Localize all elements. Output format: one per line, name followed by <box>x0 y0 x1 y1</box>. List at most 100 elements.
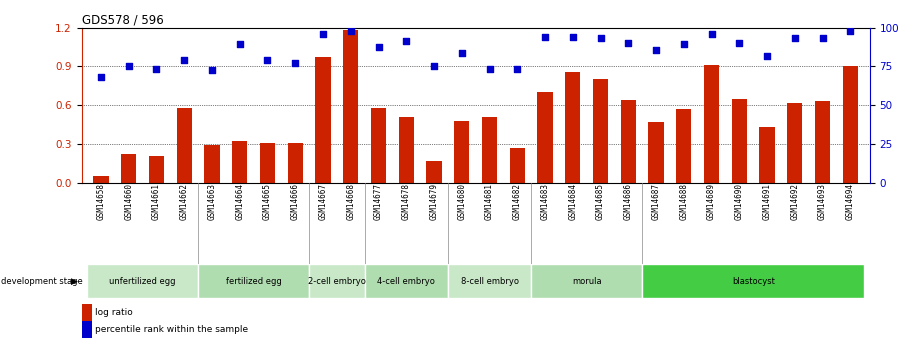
Point <box>510 66 525 72</box>
Text: GSM14688: GSM14688 <box>680 183 689 220</box>
Point <box>121 63 136 69</box>
Text: GSM14681: GSM14681 <box>485 183 494 220</box>
Bar <box>93 176 109 183</box>
Text: GSM14694: GSM14694 <box>846 183 855 220</box>
Point <box>233 42 247 47</box>
Bar <box>260 143 275 183</box>
Text: morula: morula <box>572 277 602 286</box>
Text: unfertilized egg: unfertilized egg <box>110 277 176 286</box>
Point <box>704 31 718 37</box>
Text: GSM14660: GSM14660 <box>124 183 133 220</box>
Bar <box>676 109 691 183</box>
Text: GSM14687: GSM14687 <box>651 183 660 220</box>
Text: blastocyst: blastocyst <box>732 277 775 286</box>
Text: GSM14686: GSM14686 <box>624 183 632 220</box>
Text: GSM14664: GSM14664 <box>236 183 245 220</box>
Bar <box>205 145 219 183</box>
Text: ▶: ▶ <box>71 277 78 286</box>
Bar <box>510 148 525 183</box>
Bar <box>814 101 830 183</box>
Point <box>565 34 580 39</box>
Point <box>787 35 802 41</box>
Point <box>760 53 775 59</box>
Text: GSM14662: GSM14662 <box>179 183 188 220</box>
Text: GSM14682: GSM14682 <box>513 183 522 220</box>
Point <box>843 29 858 34</box>
Bar <box>531 264 642 298</box>
Point <box>93 74 108 80</box>
Bar <box>87 264 198 298</box>
Text: GSM14684: GSM14684 <box>568 183 577 220</box>
Bar <box>454 121 469 183</box>
Bar <box>759 127 775 183</box>
Point <box>482 66 496 72</box>
Point <box>177 57 191 63</box>
Bar <box>364 264 448 298</box>
Bar <box>642 264 864 298</box>
Point <box>649 47 663 52</box>
Text: log ratio: log ratio <box>95 308 133 317</box>
Text: GSM14661: GSM14661 <box>152 183 161 220</box>
Bar <box>177 108 192 183</box>
Bar <box>649 122 664 183</box>
Bar <box>427 161 441 183</box>
Text: GSM14667: GSM14667 <box>319 183 327 220</box>
Text: percentile rank within the sample: percentile rank within the sample <box>95 325 248 334</box>
Point <box>260 57 275 63</box>
Point <box>288 60 303 65</box>
Bar <box>704 65 719 183</box>
Point <box>149 66 164 72</box>
Text: fertilized egg: fertilized egg <box>226 277 282 286</box>
Text: development stage: development stage <box>1 277 82 286</box>
Text: 2-cell embryo: 2-cell embryo <box>308 277 366 286</box>
Text: GSM14680: GSM14680 <box>458 183 467 220</box>
Bar <box>399 117 414 183</box>
Text: GSM14683: GSM14683 <box>541 183 550 220</box>
Text: GSM14692: GSM14692 <box>790 183 799 220</box>
Bar <box>732 99 747 183</box>
Point <box>371 44 386 50</box>
Text: GSM14665: GSM14665 <box>263 183 272 220</box>
Bar <box>843 66 858 183</box>
Point <box>621 40 635 46</box>
Text: GSM14677: GSM14677 <box>374 183 383 220</box>
Text: GSM14668: GSM14668 <box>346 183 355 220</box>
Point <box>205 68 219 73</box>
Text: GSM14690: GSM14690 <box>735 183 744 220</box>
Text: GSM14691: GSM14691 <box>763 183 772 220</box>
Bar <box>232 141 247 183</box>
Bar <box>621 100 636 183</box>
Bar <box>537 92 553 183</box>
Bar <box>482 117 497 183</box>
Point <box>538 34 553 39</box>
Text: 8-cell embryo: 8-cell embryo <box>460 277 518 286</box>
Point <box>815 35 830 41</box>
Text: GSM14693: GSM14693 <box>818 183 827 220</box>
Point <box>343 29 358 34</box>
Text: GDS578 / 596: GDS578 / 596 <box>82 13 163 27</box>
Point <box>593 35 608 41</box>
Point <box>455 51 469 56</box>
Text: GSM14663: GSM14663 <box>207 183 217 220</box>
Point <box>732 40 747 46</box>
Bar <box>198 264 309 298</box>
Text: GSM14689: GSM14689 <box>707 183 716 220</box>
Bar <box>371 108 386 183</box>
Text: GSM14679: GSM14679 <box>429 183 439 220</box>
Bar <box>309 264 364 298</box>
Point <box>677 42 691 47</box>
Bar <box>149 156 164 183</box>
Point <box>316 31 331 37</box>
Text: 4-cell embryo: 4-cell embryo <box>377 277 435 286</box>
Bar <box>565 72 581 183</box>
Point <box>427 63 441 69</box>
Bar <box>593 79 608 183</box>
Text: GSM14685: GSM14685 <box>596 183 605 220</box>
Text: GSM14678: GSM14678 <box>401 183 410 220</box>
Bar <box>787 103 803 183</box>
Bar <box>448 264 531 298</box>
Bar <box>287 143 303 183</box>
Text: GSM14666: GSM14666 <box>291 183 300 220</box>
Text: GSM14658: GSM14658 <box>96 183 105 220</box>
Point <box>399 38 413 43</box>
